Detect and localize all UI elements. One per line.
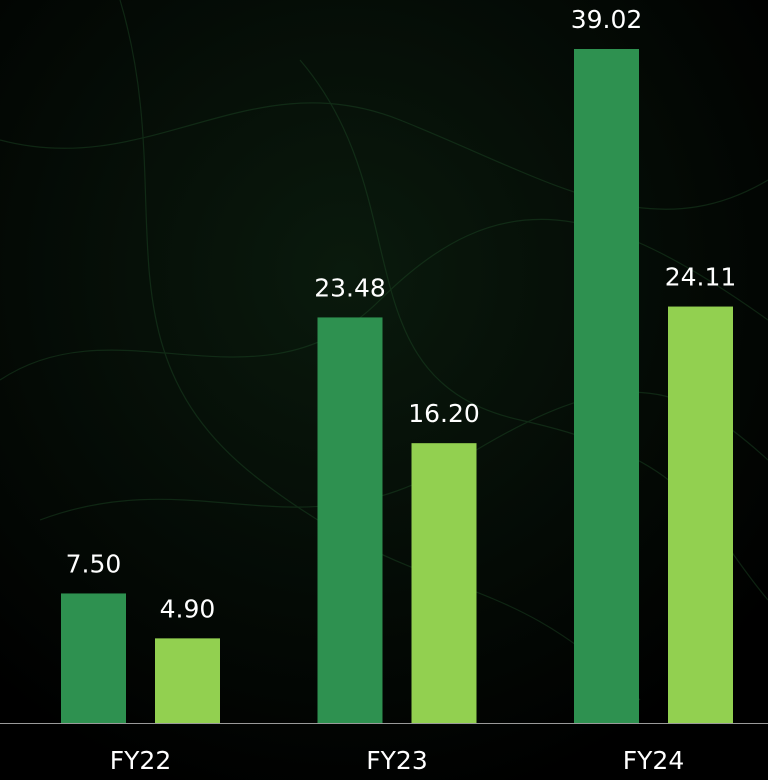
value-label: 7.50: [66, 549, 122, 578]
value-label: 24.11: [665, 263, 737, 292]
bar: [155, 638, 220, 723]
x-tick-label: FY24: [623, 746, 684, 775]
bar: [668, 306, 733, 723]
value-label: 23.48: [314, 273, 386, 302]
x-tick-label: FY22: [110, 746, 171, 775]
value-label: 4.90: [160, 594, 216, 623]
bar: [411, 443, 477, 723]
bar: [317, 317, 383, 723]
bar: [61, 593, 126, 723]
x-tick-label: FY23: [366, 746, 427, 775]
bar: [574, 49, 639, 723]
value-label: 39.02: [571, 5, 643, 34]
value-label: 16.20: [408, 399, 480, 428]
